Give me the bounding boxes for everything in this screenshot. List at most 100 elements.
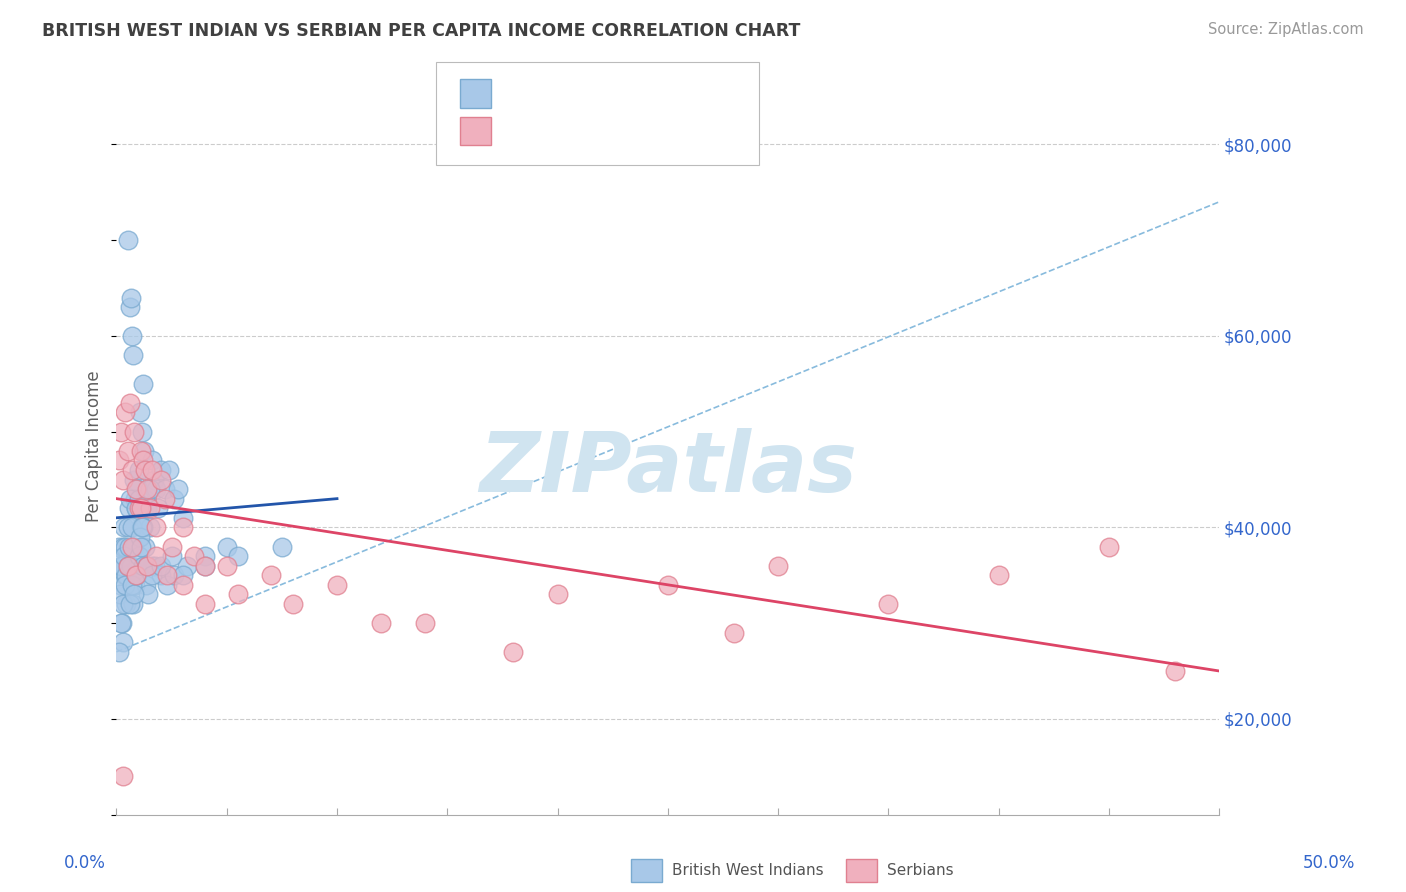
- Point: [157, 463, 180, 477]
- Point: [281, 597, 304, 611]
- Point: [128, 405, 150, 419]
- Point: [413, 616, 436, 631]
- Point: [121, 329, 143, 343]
- Point: [129, 501, 152, 516]
- Text: 50.0%: 50.0%: [1302, 855, 1355, 872]
- Point: [148, 501, 170, 516]
- Point: [132, 376, 155, 391]
- Point: [502, 645, 524, 659]
- Point: [124, 491, 146, 506]
- Point: [370, 616, 392, 631]
- Point: [117, 558, 139, 573]
- Point: [117, 540, 139, 554]
- Point: [176, 558, 198, 573]
- Point: [215, 558, 238, 573]
- Point: [172, 510, 194, 524]
- Point: [112, 540, 135, 554]
- Point: [122, 473, 145, 487]
- Point: [111, 558, 134, 573]
- Point: [127, 482, 149, 496]
- Point: [125, 568, 148, 582]
- Point: [110, 558, 132, 573]
- Point: [115, 597, 138, 611]
- Point: [183, 549, 205, 563]
- Point: [987, 568, 1010, 582]
- Point: [145, 520, 167, 534]
- Point: [547, 587, 569, 601]
- Point: [134, 463, 156, 477]
- Y-axis label: Per Capita Income: Per Capita Income: [86, 370, 103, 522]
- Text: Source: ZipAtlas.com: Source: ZipAtlas.com: [1208, 22, 1364, 37]
- Point: [128, 491, 150, 506]
- Point: [156, 568, 179, 582]
- Point: [118, 396, 141, 410]
- Point: [134, 540, 156, 554]
- Point: [120, 291, 142, 305]
- Point: [114, 540, 136, 554]
- Point: [657, 578, 679, 592]
- Point: [143, 473, 166, 487]
- Point: [117, 558, 139, 573]
- Text: Serbians: Serbians: [887, 863, 953, 878]
- Point: [134, 491, 156, 506]
- Text: BRITISH WEST INDIAN VS SERBIAN PER CAPITA INCOME CORRELATION CHART: BRITISH WEST INDIAN VS SERBIAN PER CAPIT…: [42, 22, 800, 40]
- Point: [138, 501, 160, 516]
- Point: [1098, 540, 1121, 554]
- Text: British West Indians: British West Indians: [672, 863, 824, 878]
- Point: [132, 443, 155, 458]
- Point: [131, 425, 153, 439]
- Point: [124, 578, 146, 592]
- Point: [121, 578, 143, 592]
- Point: [111, 616, 134, 631]
- Point: [141, 453, 163, 467]
- Point: [1164, 664, 1187, 678]
- Point: [194, 558, 217, 573]
- Point: [172, 568, 194, 582]
- Point: [129, 443, 152, 458]
- Point: [132, 558, 155, 573]
- Point: [136, 482, 159, 496]
- Point: [153, 482, 176, 496]
- Point: [326, 578, 349, 592]
- Point: [107, 645, 129, 659]
- Point: [149, 568, 172, 582]
- Point: [766, 558, 789, 573]
- Point: [110, 616, 132, 631]
- Point: [121, 463, 143, 477]
- Point: [117, 443, 139, 458]
- Point: [112, 769, 135, 783]
- Point: [114, 578, 136, 592]
- Point: [136, 501, 159, 516]
- Point: [172, 520, 194, 534]
- Point: [128, 549, 150, 563]
- Point: [141, 558, 163, 573]
- Point: [122, 597, 145, 611]
- Point: [149, 558, 172, 573]
- Point: [125, 568, 148, 582]
- Point: [172, 578, 194, 592]
- Point: [108, 578, 131, 592]
- Point: [160, 549, 183, 563]
- Point: [145, 549, 167, 563]
- Text: R =  0.097    N = 92: R = 0.097 N = 92: [502, 85, 669, 103]
- Point: [194, 558, 217, 573]
- Point: [194, 549, 217, 563]
- Point: [129, 520, 152, 534]
- Point: [127, 568, 149, 582]
- Point: [136, 558, 159, 573]
- Point: [167, 482, 190, 496]
- Point: [112, 635, 135, 649]
- Point: [260, 568, 283, 582]
- Point: [141, 568, 163, 582]
- Point: [215, 540, 238, 554]
- Point: [115, 568, 138, 582]
- Point: [118, 300, 141, 314]
- Point: [122, 348, 145, 362]
- Point: [112, 597, 135, 611]
- Point: [128, 530, 150, 544]
- Point: [112, 473, 135, 487]
- Point: [149, 463, 172, 477]
- Point: [135, 578, 157, 592]
- Point: [121, 540, 143, 554]
- Point: [107, 453, 129, 467]
